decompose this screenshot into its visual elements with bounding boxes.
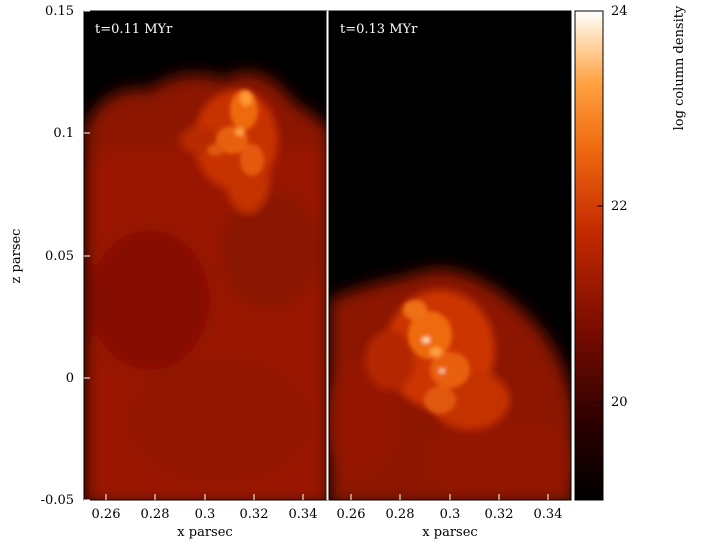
y-tick-label: 0.15 <box>45 4 74 19</box>
colorbar-scale <box>574 10 604 501</box>
y-tick-label: -0.05 <box>41 493 74 508</box>
y-tick-label: 0 <box>66 371 74 386</box>
panel-right-image <box>329 11 571 500</box>
x-axis-label-right: x parsec <box>422 525 477 540</box>
x-tick-label: 0.34 <box>534 507 563 522</box>
colorbar-tick-label: 20 <box>611 395 628 410</box>
x-tick-label: 0.32 <box>240 507 269 522</box>
x-tick-label: 0.28 <box>386 507 415 522</box>
colorbar-tick-label: 24 <box>611 4 628 19</box>
x-tick-label: 0.3 <box>440 507 461 522</box>
panel-left-image <box>84 11 327 500</box>
panel-right-title: t=0.13 MYr <box>340 22 418 37</box>
y-tick-label: 0.1 <box>53 126 74 141</box>
colorbar-tick-label: 22 <box>611 199 628 214</box>
colorbar-label: log column density <box>672 5 687 130</box>
x-tick-label: 0.26 <box>92 507 121 522</box>
x-tick-label: 0.34 <box>289 507 318 522</box>
colorbar: 24 22 20 log column density <box>574 4 687 501</box>
x-tick-label: 0.3 <box>195 507 216 522</box>
x-axis-right: 0.26 0.28 0.3 0.32 0.34 x parsec <box>337 494 563 540</box>
y-tick-label: 0.05 <box>45 249 74 264</box>
x-tick-label: 0.32 <box>485 507 514 522</box>
x-axis-left: 0.26 0.28 0.3 0.32 0.34 x parsec <box>92 494 318 540</box>
y-axis: 0.15 0.1 0.05 0 -0.05 z parsec <box>9 4 90 508</box>
y-axis-label: z parsec <box>9 229 24 284</box>
x-axis-label-left: x parsec <box>177 525 232 540</box>
panel-left-title: t=0.11 MYr <box>95 22 173 37</box>
x-tick-label: 0.28 <box>141 507 170 522</box>
x-tick-label: 0.26 <box>337 507 366 522</box>
